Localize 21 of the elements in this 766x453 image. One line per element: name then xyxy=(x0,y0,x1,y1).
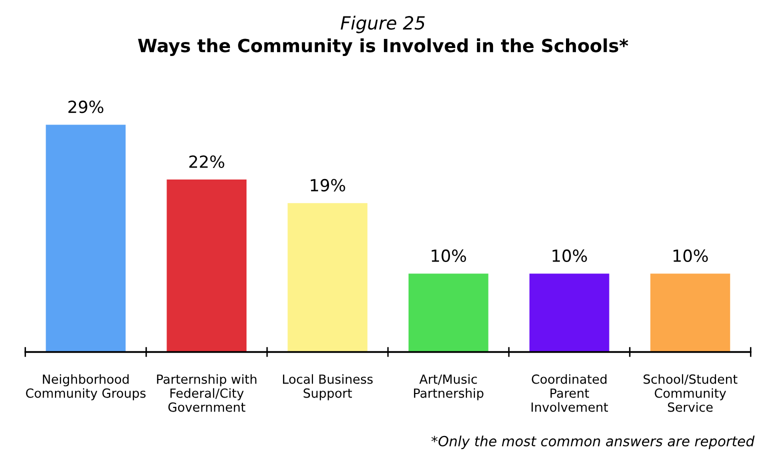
text: *Only the most common answers are reported xyxy=(431,436,755,450)
x-tick-label: Local Business Support xyxy=(283,374,373,400)
x-tick-label: Coordinated Parent Involvement xyxy=(532,374,608,412)
data-label: 19% xyxy=(310,178,346,192)
data-label: 10% xyxy=(432,249,466,262)
chart-subtitle: Ways the Community is Involved in the Schools* xyxy=(138,38,628,56)
data-label: 10% xyxy=(552,249,587,262)
bar xyxy=(650,274,730,352)
data-label: 10% xyxy=(674,249,708,262)
data-label: 29% xyxy=(68,100,104,114)
bar xyxy=(529,274,610,352)
x-tick-label: School/Student Community Service xyxy=(644,374,738,412)
x-tick-label: Art/Music Partnership xyxy=(414,374,484,400)
bar xyxy=(46,124,126,352)
bar xyxy=(288,203,368,352)
x-tick-label: Neighborhood Community Groups xyxy=(26,374,146,400)
bar xyxy=(166,180,247,352)
bar xyxy=(408,274,488,352)
data-label: 22% xyxy=(189,155,224,168)
chart-title: Figure 25 xyxy=(340,16,425,34)
x-tick-label: Parternship with Federal/City Government xyxy=(157,374,256,412)
